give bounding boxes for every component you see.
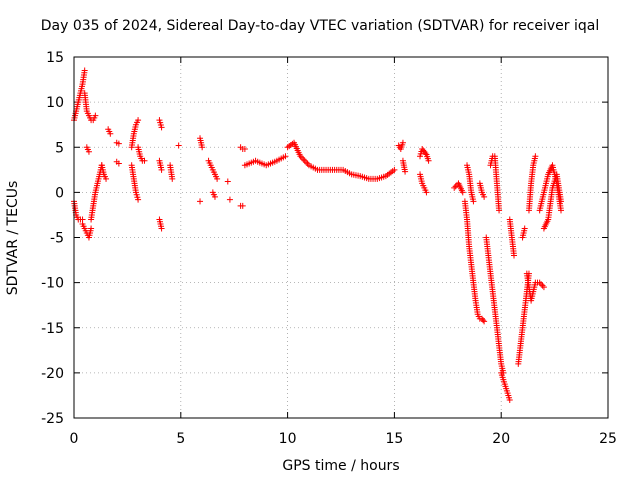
data-point	[459, 189, 466, 196]
data-point	[175, 142, 182, 149]
x-tick-label: 5	[176, 431, 185, 447]
data-point	[300, 156, 307, 163]
data-point	[422, 150, 429, 157]
chart-title: Day 035 of 2024, Sidereal Day-to-day VTE…	[40, 18, 600, 34]
data-point	[304, 160, 311, 167]
data-point	[115, 160, 122, 167]
data-point	[425, 157, 432, 164]
data-point	[214, 175, 221, 182]
data-point	[158, 124, 165, 131]
data-point	[199, 144, 206, 151]
data-point	[402, 168, 409, 175]
data-point	[301, 157, 308, 164]
x-tick-label: 10	[279, 431, 297, 447]
x-tick-label: 25	[599, 431, 617, 447]
data-point	[282, 153, 289, 160]
data-point	[81, 67, 88, 74]
data-point	[506, 396, 513, 403]
x-tick-label: 20	[492, 431, 510, 447]
data-point	[107, 130, 114, 137]
data-point	[226, 196, 233, 203]
data-point	[470, 198, 477, 205]
data-point	[423, 189, 430, 196]
data-point	[92, 112, 99, 119]
data-point	[481, 193, 488, 200]
x-tick-label: 0	[70, 431, 79, 447]
data-point	[538, 281, 545, 288]
axis-ticks: 0 5 10 15 20 25 -25 -20 -15 -10 -5 0 5 10 15	[41, 50, 617, 447]
data-point	[399, 139, 406, 146]
data-point	[85, 148, 92, 155]
y-tick-label: -5	[50, 231, 64, 247]
data-point	[496, 207, 503, 214]
data-point	[135, 196, 142, 203]
data-point	[197, 198, 204, 205]
y-tick-label: -10	[41, 276, 64, 292]
data-point	[241, 146, 248, 153]
data-point	[224, 178, 231, 185]
data-point	[558, 207, 565, 214]
data-point	[480, 317, 487, 324]
data-point	[481, 318, 488, 325]
x-tick-label: 15	[385, 431, 403, 447]
data-point	[452, 183, 459, 190]
y-axis-label: SDTVAR / TECUs	[5, 181, 21, 296]
data-point	[169, 175, 176, 182]
y-tick-label: -15	[41, 321, 64, 337]
data-point	[558, 198, 565, 205]
data-point	[211, 193, 218, 200]
data-point	[103, 175, 110, 182]
y-tick-label: 0	[55, 185, 64, 201]
data-point	[451, 184, 458, 191]
data-point	[115, 140, 122, 147]
data-point	[239, 202, 246, 209]
y-tick-label: 5	[55, 140, 64, 156]
data-point	[521, 225, 528, 232]
data-point	[391, 166, 398, 173]
data-point	[303, 159, 310, 166]
data-point	[135, 117, 142, 124]
data-point	[158, 166, 165, 173]
data-points	[71, 67, 565, 403]
y-tick-label: 10	[46, 95, 64, 111]
y-tick-label: -20	[41, 366, 64, 382]
grid	[74, 57, 608, 418]
y-tick-label: 15	[46, 50, 64, 66]
data-point	[540, 284, 547, 291]
data-point	[158, 225, 165, 232]
plot-frame	[73, 56, 609, 419]
data-point	[532, 153, 539, 160]
x-axis-label: GPS time / hours	[282, 458, 399, 474]
data-point	[88, 225, 95, 232]
data-point	[141, 157, 148, 164]
data-point	[539, 282, 546, 289]
y-tick-label: -25	[41, 411, 64, 427]
data-point	[511, 252, 518, 259]
